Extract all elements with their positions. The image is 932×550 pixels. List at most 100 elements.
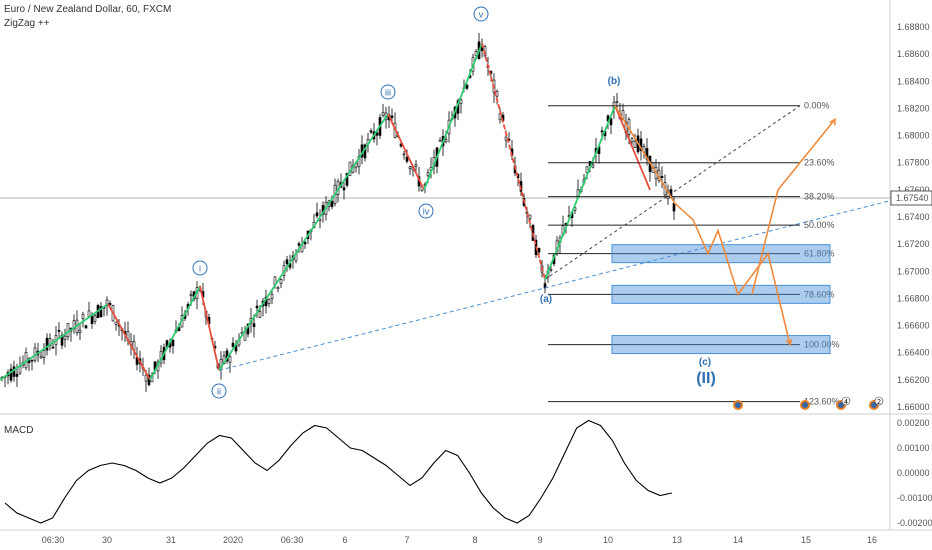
candle-body [438, 139, 442, 142]
price-tick-label: 1.68600 [897, 49, 930, 59]
candle-body [408, 166, 412, 169]
candle-body [18, 366, 22, 374]
price-tick-label: 1.67000 [897, 266, 930, 276]
candle-body [330, 200, 334, 207]
wave-label-c: (c) [699, 357, 711, 368]
candle-body [231, 342, 235, 348]
wave-label-iii: iii [385, 88, 391, 98]
zigzag-down-leg [199, 286, 220, 371]
candle-body [189, 294, 193, 297]
candle-body [84, 325, 88, 329]
zigzag-up-leg [0, 303, 109, 381]
candle-body [15, 373, 19, 377]
candle-body [528, 214, 532, 220]
fib-level-label: 38.20% [804, 192, 835, 202]
candle-body [465, 84, 469, 89]
candle-body [390, 115, 394, 118]
zigzag-down-leg [387, 113, 425, 191]
fib-level-label: 123.60% [804, 397, 840, 407]
fib-level-label: 61.80% [804, 249, 835, 259]
candle-body [45, 337, 49, 351]
time-tick-label: 6 [342, 535, 347, 545]
zigzag-legs [0, 42, 651, 381]
candle-body [12, 366, 16, 377]
candle-body [414, 164, 418, 167]
wave-label-i: i [199, 264, 201, 274]
event-count-badge [841, 396, 851, 406]
time-tick-label: 30 [102, 535, 112, 545]
candle-body [345, 172, 349, 186]
projection-path-alt [751, 118, 836, 295]
candle-body [114, 321, 118, 325]
trendline-lower [218, 200, 891, 371]
wave-label-iv: iv [423, 207, 430, 217]
candle-body [444, 139, 448, 143]
zigzag-down-leg [614, 105, 651, 191]
zigzag-down-leg [107, 303, 151, 381]
price-tick-label: 1.68000 [897, 131, 930, 141]
wave-label-ii-circle [211, 383, 227, 399]
event-flag-inner [735, 402, 741, 408]
time-tick-label: 16 [867, 535, 877, 545]
candle-body [381, 111, 385, 116]
price-tick-label: 1.68800 [897, 22, 930, 32]
time-tick-label: 8 [472, 535, 477, 545]
zigzag-down-leg [481, 43, 546, 280]
current-price-tag [890, 190, 932, 206]
macd-tick-label: -0.00200 [897, 518, 932, 528]
candle-body [660, 176, 664, 179]
event-flag-inner [838, 402, 844, 408]
zigzag-up-leg [423, 42, 483, 191]
wave-label-i-circle [192, 260, 208, 276]
candle-body [228, 356, 232, 363]
fib-zone-786 [611, 284, 831, 304]
fib-zone-618 [611, 244, 831, 264]
event-flag-inner [802, 402, 808, 408]
candle-body [633, 141, 637, 148]
event-flag-inner [871, 402, 877, 408]
candle-body [51, 346, 55, 349]
price-tick-label: 1.66400 [897, 348, 930, 358]
macd-label[interactable]: MACD [4, 425, 34, 436]
candle-body [258, 311, 262, 318]
wave-label-b: (b) [608, 76, 621, 87]
macd-tick-label: 0.00200 [897, 418, 930, 428]
time-tick-label: 7 [404, 535, 409, 545]
fib-level-label: 78.60% [804, 289, 835, 299]
price-tick-label: 1.67800 [897, 158, 930, 168]
candle-body [672, 203, 676, 212]
candle-body [591, 164, 595, 168]
wave-label-II: (II) [696, 370, 716, 387]
candle-body [9, 368, 13, 381]
candle-body [585, 166, 589, 173]
zigzag-indicator-label[interactable]: ZigZag ++ [4, 18, 50, 29]
candle-body [537, 248, 541, 253]
zigzag-up-leg [218, 113, 389, 371]
candle-body [297, 243, 301, 246]
candle-body [405, 156, 409, 162]
candle-body [99, 306, 103, 317]
time-tick-label: 31 [166, 535, 176, 545]
event-count-label: 2 [877, 399, 881, 406]
projection-path-primary [614, 105, 791, 345]
candle-body [615, 101, 619, 103]
candle-body [57, 329, 61, 332]
candle-body [63, 335, 67, 340]
fib-zone-100 [611, 335, 831, 355]
candle-body [609, 118, 613, 126]
fib-level-label: 50.00% [804, 220, 835, 230]
candle-body [93, 315, 97, 322]
candle-body [369, 130, 373, 133]
candle-body [315, 212, 319, 217]
time-tick-label: 9 [537, 535, 542, 545]
event-count-label: 4 [844, 399, 848, 406]
price-tick-label: 1.68400 [897, 76, 930, 86]
time-tick-label: 2020 [223, 535, 243, 545]
candle-body [549, 269, 553, 271]
price-tick-label: 1.68200 [897, 103, 930, 113]
event-count-badge [874, 396, 884, 406]
zigzag-up-leg [149, 285, 201, 381]
candle-body [78, 329, 82, 333]
time-tick-label: 10 [603, 535, 613, 545]
